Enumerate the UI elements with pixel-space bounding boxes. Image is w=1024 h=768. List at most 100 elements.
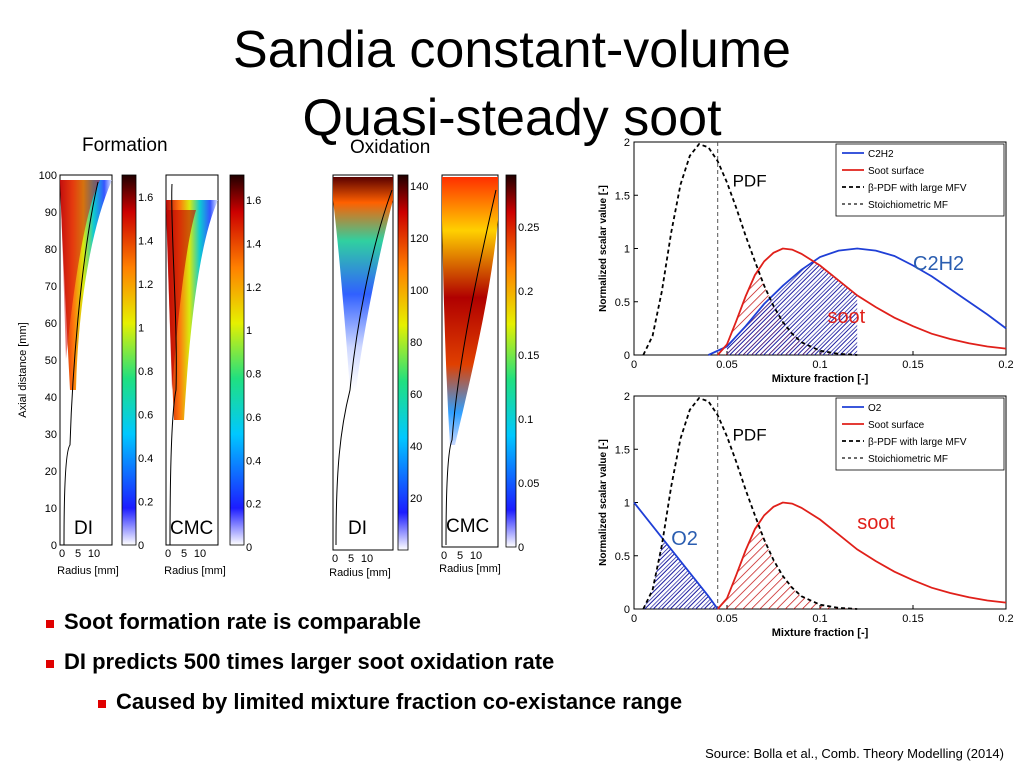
oxidation-plume	[333, 177, 393, 390]
y-tick-label: 60	[45, 318, 57, 330]
map-xlabel: Radius [mm]	[164, 565, 226, 577]
colorbar-tick-label: 1.6	[138, 192, 153, 204]
bullet-3: Caused by limited mixture fraction co-ex…	[116, 689, 683, 714]
map-x-ticks: 0 5 10	[165, 548, 206, 560]
contour-maps: Axial distance [mm] 10090807060504030201…	[17, 170, 539, 579]
y-tick-label: 0	[624, 350, 630, 362]
x-tick-label: 0.15	[902, 359, 923, 371]
legend-entry: Soot surface	[868, 166, 925, 177]
y-tick-label: 1	[624, 498, 630, 510]
colorbar-tick-label: 0.2	[138, 497, 153, 509]
y-tick-label: 2	[624, 137, 630, 149]
bullet-marker	[46, 620, 54, 628]
colorbar	[121, 174, 137, 546]
soot-annotation: soot	[827, 306, 865, 328]
bullet-1: Soot formation rate is comparable	[64, 609, 421, 634]
y-tick-label: 70	[45, 281, 57, 293]
y-tick-label: 40	[45, 392, 57, 404]
y-tick-label: 10	[45, 503, 57, 515]
colorbar-tick-label: 0.6	[138, 410, 153, 422]
colorbar-tick-label: 1.4	[138, 236, 153, 248]
map-ylabel: Axial distance [mm]	[17, 322, 29, 417]
formation-label: Formation	[82, 135, 168, 156]
legend-entry: Soot surface	[868, 420, 925, 431]
soot-surface-line	[717, 501, 1007, 610]
y-tick-label: 0	[624, 604, 630, 616]
colorbar-tick-label: 0.8	[246, 369, 261, 381]
colorbar-tick-label: 0.6	[246, 412, 261, 424]
colorbar-tick-label: 1.4	[246, 238, 261, 250]
x-tick-label: 5	[181, 548, 187, 560]
colorbar-tick-label: 1.2	[138, 279, 153, 291]
colorbar-tick-label: 80	[410, 337, 422, 349]
x-tick-label: 10	[361, 553, 373, 565]
x-tick-label: 0.05	[716, 359, 737, 371]
colorbar-tick-label: 0.1	[518, 414, 533, 426]
oxidation-label: Oxidation	[350, 137, 431, 158]
x-tick-label: 0	[59, 548, 65, 560]
colorbar-tick-label: 0	[138, 540, 144, 552]
x-tick-label: 0.15	[902, 613, 923, 625]
colorbar-tick-label: 60	[410, 389, 422, 401]
map-xlabel: Radius [mm]	[57, 565, 119, 577]
colorbar-tick-label: 0.2	[518, 286, 533, 298]
y-tick-label: 50	[45, 355, 57, 367]
legend	[835, 143, 1005, 217]
colorbar-tick-label: 0.4	[138, 453, 153, 465]
x-axis-label: Mixture fraction [-]	[772, 373, 869, 385]
slide-title-line2: Quasi-steady soot	[302, 89, 722, 147]
panel-label-di: DI	[74, 518, 93, 539]
colorbar-tick-label: 1.6	[246, 195, 261, 207]
y-tick-label: 1.5	[615, 444, 630, 456]
colorbar-tick-label: 0.15	[518, 350, 539, 362]
x-tick-label: 0.2	[998, 613, 1013, 625]
colorbar-tick-label: 0.8	[138, 366, 153, 378]
colorbar-tick-label: 0.2	[246, 499, 261, 511]
x-tick-label: 5	[457, 550, 463, 562]
bullet-2: DI predicts 500 times larger soot oxidat…	[64, 649, 555, 674]
pdf-annotation: PDF	[733, 172, 767, 191]
species-annotation: O2	[671, 528, 698, 550]
colorbar-tick-label: 0.4	[246, 455, 261, 467]
pdf-line	[642, 397, 858, 610]
legend-entry: β-PDF with large MFV	[868, 183, 967, 194]
y-tick-label: 90	[45, 207, 57, 219]
bullet-marker	[98, 700, 106, 708]
x-tick-label: 0.05	[716, 613, 737, 625]
colorbar-tick-label: 100	[410, 285, 428, 297]
x-tick-label: 10	[194, 548, 206, 560]
map-xlabel: Radius [mm]	[329, 567, 391, 579]
colorbar-tick-label: 1	[138, 323, 144, 335]
y-tick-label: 30	[45, 429, 57, 441]
map-x-ticks: 0 5 10	[59, 548, 100, 560]
soot-pdf-overlap	[717, 525, 858, 609]
panel-label-di: DI	[348, 518, 367, 539]
legend-entry: β-PDF with large MFV	[868, 437, 967, 448]
colorbar	[505, 174, 517, 548]
colorbar	[397, 174, 409, 551]
slide-title-line1: Sandia constant-volume	[233, 21, 791, 79]
colorbar-tick-label: 140	[410, 181, 428, 193]
colorbar-tick-label: 0.25	[518, 222, 539, 234]
panel-label-cmc: CMC	[446, 516, 489, 537]
x-axis-label: Mixture fraction [-]	[772, 627, 869, 639]
x-tick-label: 0.1	[812, 359, 827, 371]
o2-soot-chart: 0 0.05 0.1 0.15 0.2 0 0.5 1 1.5 2 Mixture fraction…	[598, 391, 1014, 639]
c2h2-soot-overlap	[727, 262, 858, 355]
x-tick-label: 10	[88, 548, 100, 560]
source-citation: Source: Bolla et al., Comb. Theory Model…	[705, 746, 1004, 761]
map-x-ticks: 0 5 10	[332, 553, 373, 565]
colorbar-ticks: 140 120 100 80 60 40 20	[410, 181, 428, 505]
y-tick-label: 2	[624, 391, 630, 403]
colorbar-ticks: 1.6 1.4 1.2 1 0.8 0.6 0.4 0.2 0	[246, 195, 261, 554]
panel-label-cmc: CMC	[170, 518, 213, 539]
colorbar-tick-label: 0	[246, 542, 252, 554]
species-annotation: C2H2	[913, 253, 964, 275]
y-tick-label: 0.5	[615, 551, 630, 563]
x-tick-label: 0	[441, 550, 447, 562]
legend-entry: Stoichiometric MF	[868, 200, 948, 211]
y-tick-label: 80	[45, 244, 57, 256]
map-x-ticks: 0 5 10	[441, 550, 482, 562]
x-tick-label: 5	[348, 553, 354, 565]
c2h2-soot-chart: 0 0.05 0.1 0.15 0.2 0 0.5 1 1.5 2 Mixture fraction…	[598, 137, 1014, 385]
